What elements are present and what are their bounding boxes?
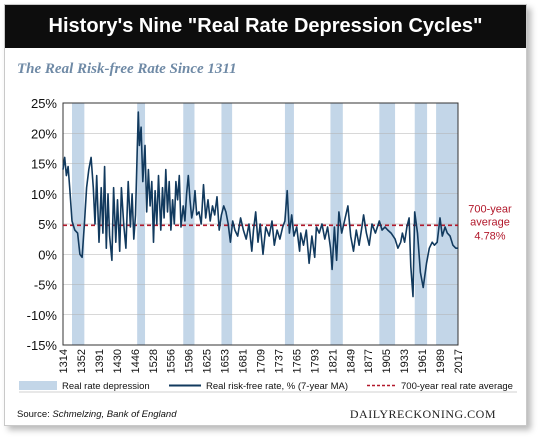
x-tick-label: 2017 — [453, 349, 465, 373]
series-line-real-rate — [62, 111, 458, 298]
legend-average-label: 700-year real rate average — [401, 381, 513, 392]
source-note: Source: Schmelzing, Bank of England — [17, 409, 177, 420]
y-tick-label: 20% — [31, 126, 57, 141]
legend-depression-swatch — [19, 381, 57, 390]
x-tick-label: 1625 — [202, 349, 214, 373]
x-tick-label: 1877 — [363, 349, 375, 373]
x-tick-label: 1849 — [345, 349, 357, 373]
x-tick-label: 1905 — [381, 349, 393, 373]
legend-depression-label: Real rate depression — [62, 381, 150, 392]
y-tick-label: -5% — [34, 278, 58, 293]
y-tick-label: 10% — [31, 187, 57, 202]
source-prefix: Source: — [17, 409, 53, 420]
average-label-line2: average — [470, 216, 510, 228]
source-text: Schmelzing, Bank of England — [52, 409, 177, 420]
x-tick-label: 1933 — [399, 349, 411, 373]
x-tick-label: 1709 — [256, 349, 268, 373]
chart-subtitle: The Real Risk-free Rate Since 1311 — [17, 61, 237, 77]
x-tick-label: 1314 — [58, 349, 70, 373]
x-tick-label: 1737 — [273, 349, 285, 373]
x-tick-label: 1821 — [327, 349, 339, 373]
x-tick-label: 1961 — [417, 349, 429, 373]
chart-plot: 25% 20% 15% 10% 5% 0% -5% -10% -15% 1314 1352 1391… — [19, 96, 517, 393]
chart-card: History's Nine "Real Rate Depression Cyc… — [4, 4, 527, 426]
average-label-value: 4.78% — [474, 230, 505, 242]
x-tick-label: 1352 — [76, 349, 88, 373]
y-tick-label: -15% — [27, 338, 58, 353]
x-tick-label: 1556 — [166, 349, 178, 373]
x-tick-label: 1528 — [148, 349, 160, 373]
y-tick-label: -10% — [27, 308, 58, 323]
x-tick-label: 1989 — [435, 349, 447, 373]
x-tick-label: 1430 — [112, 349, 124, 373]
brand-watermark: DAILYRECKONING.COM — [349, 407, 496, 421]
x-tick-label: 1596 — [184, 349, 196, 373]
average-label-line1: 700-year — [468, 203, 512, 215]
x-tick-label: 1653 — [220, 349, 232, 373]
x-tick-label: 1391 — [94, 349, 106, 373]
y-tick-label: 5% — [38, 217, 57, 232]
x-tick-label: 1446 — [130, 349, 142, 373]
x-tick-label: 1793 — [309, 349, 321, 373]
y-tick-label: 15% — [31, 157, 57, 172]
chart-title: History's Nine "Real Rate Depression Cyc… — [5, 5, 526, 48]
legend-series-label: Real risk-free rate, % (7-year MA) — [206, 381, 348, 392]
y-tick-label: 25% — [31, 96, 57, 111]
x-tick-label: 1681 — [238, 349, 250, 373]
y-tick-label: 0% — [38, 247, 57, 262]
x-tick-label: 1765 — [291, 349, 303, 373]
legend: Real rate depression Real risk-free rate… — [19, 381, 517, 393]
